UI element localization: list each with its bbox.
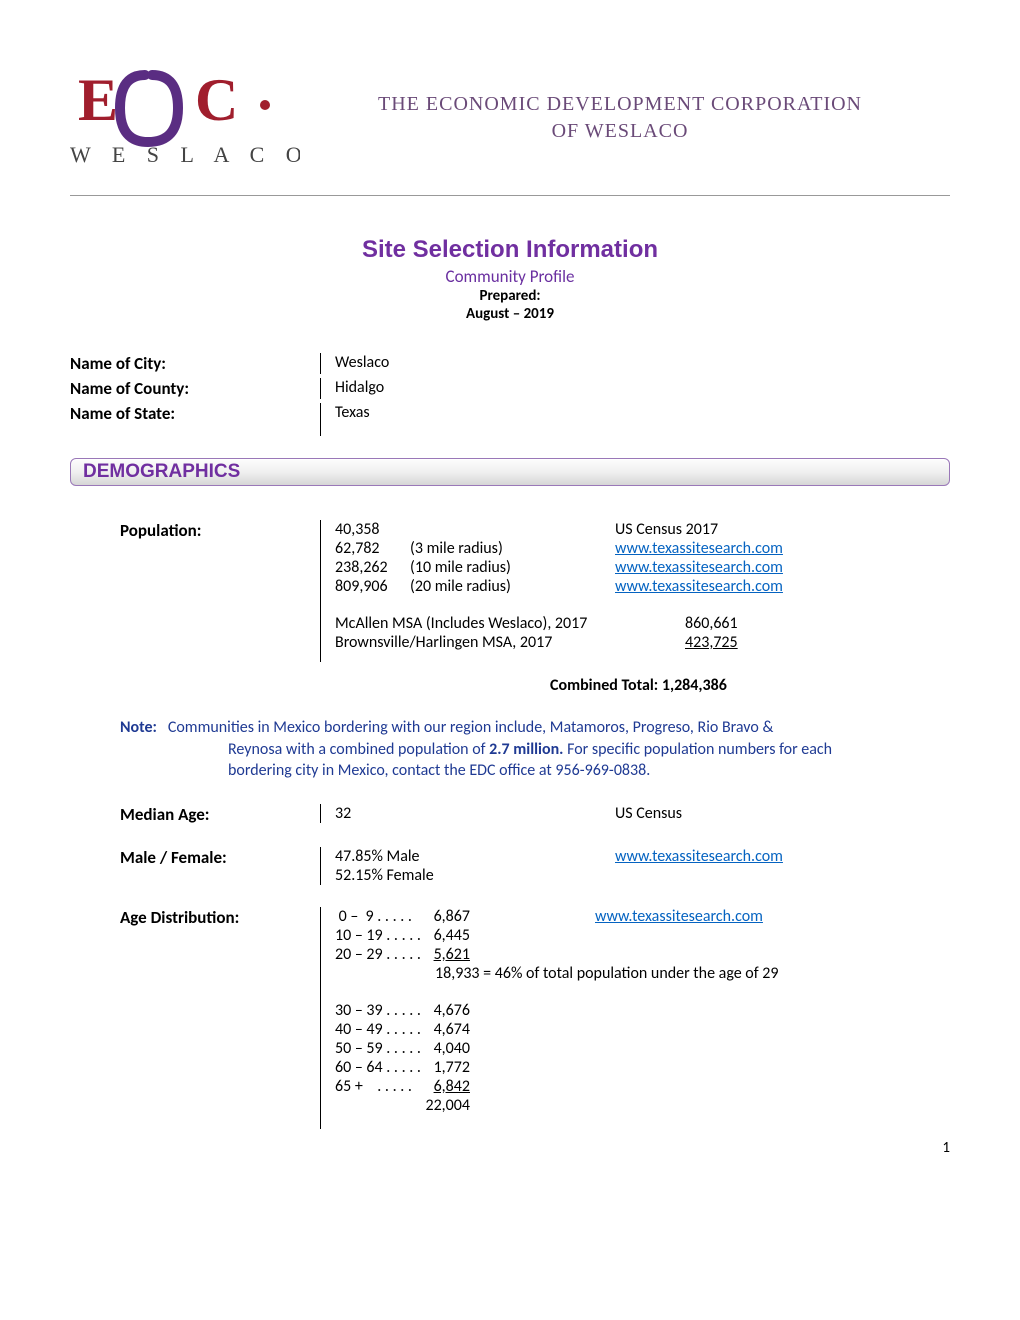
note-text-b: Reynosa with a combined population of [228, 740, 489, 759]
corp-line-2: OF WESLACO [330, 118, 910, 145]
location-fields: Name of City: Weslaco Name of County: Hi… [70, 353, 950, 436]
combined-total: Combined Total: 1,284,386 [550, 676, 950, 695]
age-value-0: 6,867 [420, 907, 470, 926]
age-subtotal-1: 18,933 = 46% of total population under t… [435, 964, 950, 983]
demographics-section-bar: DEMOGRAPHICS [70, 458, 950, 486]
pop-note-2: (10 mile radius) [410, 558, 615, 577]
age-value-4: 4,674 [420, 1020, 470, 1039]
state-value: Texas [320, 403, 950, 436]
pop-source-link-2[interactable]: www.texassitesearch.com [615, 558, 783, 577]
page-number: 1 [70, 1139, 950, 1157]
age-value-7: 6,842 [434, 1077, 470, 1096]
age-dist-label: Age Distribution: [120, 907, 320, 928]
logo-city-text: W E S L A C O [70, 142, 300, 167]
age-value-5: 4,040 [420, 1039, 470, 1058]
svg-text:C: C [195, 67, 238, 133]
note-text-a: Communities in Mexico bordering with our… [168, 718, 774, 737]
age-range-4: 40 – 49 . . . . . [335, 1020, 420, 1039]
pop-value-1: 62,782 [335, 539, 410, 558]
pop-note-0 [410, 520, 615, 539]
pop-value-0: 40,358 [335, 520, 410, 539]
pop-source-link-3[interactable]: www.texassitesearch.com [615, 577, 783, 596]
age-range-5: 50 – 59 . . . . . [335, 1039, 420, 1058]
age-range-0: 0 – 9 . . . . . [335, 907, 420, 926]
median-age-source: US Census [615, 804, 682, 823]
female-pct: 52.15% Female [335, 866, 615, 885]
gender-label: Male / Female: [120, 847, 320, 868]
county-value: Hidalgo [320, 378, 950, 399]
city-value: Weslaco [320, 353, 950, 374]
note-block: Note: Communities in Mexico bordering wi… [120, 717, 950, 782]
median-age-value: 32 [335, 804, 615, 823]
age-value-6: 1,772 [420, 1058, 470, 1077]
population-values: 40,358 US Census 2017 62,782 (3 mile rad… [320, 520, 950, 662]
page-title: Site Selection Information [70, 236, 950, 264]
corporation-title: THE ECONOMIC DEVELOPMENT CORPORATION OF … [330, 91, 950, 145]
page-subtitle: Community Profile [70, 266, 950, 287]
logo: E C W E S L A C O [70, 60, 300, 175]
age-value-2: 5,621 [434, 945, 470, 964]
corp-line-1: THE ECONOMIC DEVELOPMENT CORPORATION [330, 91, 910, 118]
pop-note-3: (20 mile radius) [410, 577, 615, 596]
age-value-3: 4,676 [420, 1001, 470, 1020]
gender-block: Male / Female: 47.85% Male www.texassite… [120, 847, 950, 885]
population-label: Population: [120, 520, 320, 541]
county-label: Name of County: [70, 378, 320, 399]
gender-source-link[interactable]: www.texassitesearch.com [615, 847, 783, 866]
pop-source-link-1[interactable]: www.texassitesearch.com [615, 539, 783, 558]
prepared-label: Prepared: [70, 287, 950, 305]
age-range-3: 30 – 39 . . . . . [335, 1001, 420, 1020]
msa-label-1: Brownsville/Harlingen MSA, 2017 [335, 633, 685, 652]
pop-value-3: 809,906 [335, 577, 410, 596]
age-source-link[interactable]: www.texassitesearch.com [595, 907, 763, 926]
state-label: Name of State: [70, 403, 320, 436]
age-distribution-block: Age Distribution: 0 – 9 . . . . . 6,867 … [120, 907, 950, 1129]
svg-text:E: E [78, 67, 118, 133]
pop-note-1: (3 mile radius) [410, 539, 615, 558]
header-divider [70, 195, 950, 196]
pop-source-0: US Census 2017 [615, 520, 718, 539]
title-block: Site Selection Information Community Pro… [70, 236, 950, 323]
msa-value-0: 860,661 [685, 614, 738, 633]
age-range-7: 65 + . . . . . [335, 1077, 420, 1096]
city-label: Name of City: [70, 353, 320, 374]
age-subtotal-2: 22,004 [420, 1096, 470, 1115]
age-range-1: 10 – 19 . . . . . [335, 926, 420, 945]
prepared-date: August – 2019 [70, 305, 950, 323]
msa-value-1: 423,725 [685, 633, 738, 652]
note-text-c: For specific population numbers for each [563, 740, 832, 759]
demographics-heading: DEMOGRAPHICS [83, 461, 240, 482]
note-text-d: bordering city in Mexico, contact the ED… [120, 760, 950, 782]
age-range-2: 20 – 29 . . . . . [335, 945, 420, 964]
population-block: Population: 40,358 US Census 2017 62,782… [120, 520, 950, 662]
median-age-label: Median Age: [120, 804, 320, 825]
age-value-1: 6,445 [420, 926, 470, 945]
note-label: Note: [120, 718, 157, 737]
msa-label-0: McAllen MSA (Includes Weslaco), 2017 [335, 614, 685, 633]
male-pct: 47.85% Male [335, 847, 615, 866]
pop-value-2: 238,262 [335, 558, 410, 577]
median-age-block: Median Age: 32 US Census [120, 804, 950, 825]
header: E C W E S L A C O THE ECONOMIC DEVELOPME… [70, 60, 950, 175]
age-range-6: 60 – 64 . . . . . [335, 1058, 420, 1077]
note-strong: 2.7 million. [489, 740, 563, 759]
